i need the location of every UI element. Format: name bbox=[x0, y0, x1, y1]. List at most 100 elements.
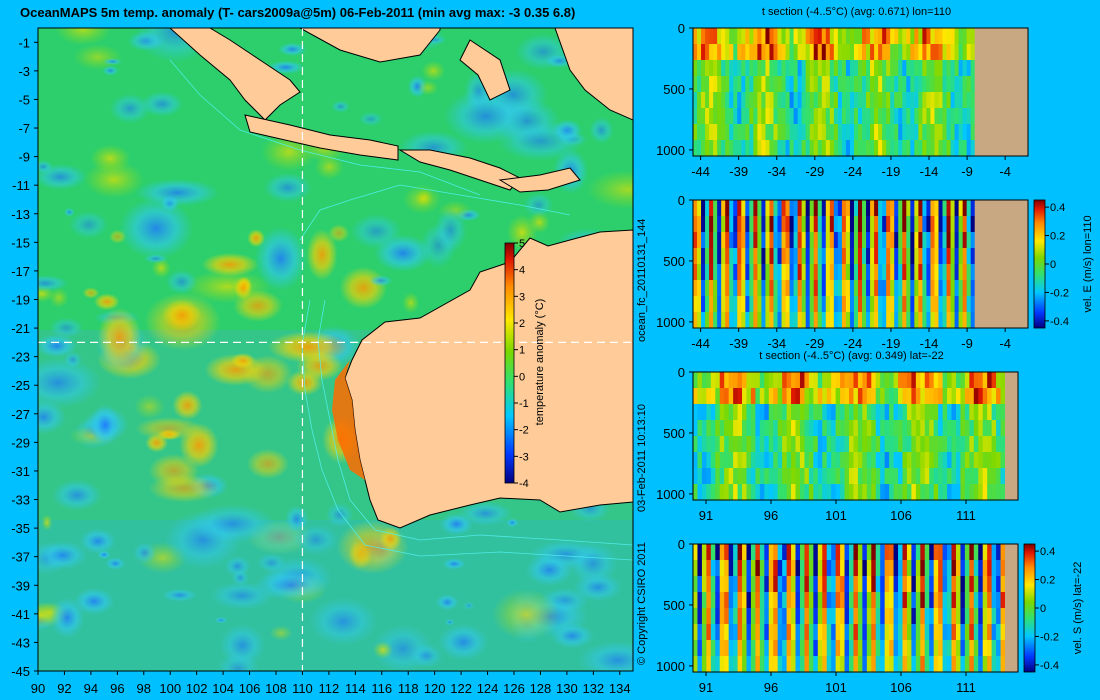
section-cell bbox=[737, 656, 743, 673]
section-cell bbox=[777, 216, 783, 233]
section-cell bbox=[845, 312, 851, 329]
section-cell bbox=[914, 92, 919, 109]
section-cell bbox=[715, 608, 721, 625]
section-cell bbox=[910, 108, 915, 125]
section-cell bbox=[906, 44, 911, 61]
section-cell bbox=[947, 436, 953, 453]
section-cell bbox=[840, 608, 846, 625]
section-cell bbox=[706, 640, 712, 657]
section-cell bbox=[835, 576, 841, 593]
section-cell bbox=[764, 468, 770, 485]
section-cell bbox=[768, 484, 774, 501]
section-cell bbox=[765, 312, 771, 329]
section-cell bbox=[862, 264, 867, 281]
section-cell bbox=[750, 468, 756, 485]
section-cell bbox=[849, 44, 855, 61]
section-cell bbox=[875, 592, 881, 609]
section-colorbar-tick-label: -0.2 bbox=[1040, 631, 1059, 643]
section-cell bbox=[886, 216, 891, 233]
section-cell bbox=[729, 92, 734, 109]
borneo-land bbox=[299, 28, 441, 63]
section-cell bbox=[930, 60, 936, 77]
section-cell bbox=[697, 656, 703, 673]
map-x-tick-label: 126 bbox=[503, 681, 525, 696]
section-cell bbox=[955, 372, 962, 389]
section-cell bbox=[889, 576, 895, 593]
section-cell bbox=[786, 544, 792, 561]
section-cell bbox=[809, 92, 815, 109]
section-cell bbox=[889, 372, 895, 389]
section-cell bbox=[840, 452, 846, 469]
section-cell bbox=[715, 404, 721, 421]
section-cell bbox=[773, 452, 779, 469]
section-cell bbox=[724, 452, 730, 469]
section-cell bbox=[797, 216, 803, 233]
section-cell bbox=[950, 232, 956, 249]
section-cell bbox=[750, 544, 756, 561]
section-cell bbox=[962, 264, 968, 281]
section-cell bbox=[742, 388, 748, 405]
section-cell bbox=[733, 44, 738, 61]
section-cell bbox=[817, 312, 823, 329]
section-cell bbox=[954, 124, 960, 141]
section-cell bbox=[746, 624, 752, 641]
section-cell bbox=[930, 248, 936, 265]
section-cell bbox=[978, 388, 984, 405]
section-cell bbox=[693, 44, 698, 61]
section-cell bbox=[942, 484, 948, 501]
section-cell bbox=[946, 248, 952, 265]
section-cell bbox=[759, 404, 765, 421]
section-cell bbox=[749, 44, 754, 61]
section-cell bbox=[733, 388, 739, 405]
section-cell bbox=[785, 140, 791, 157]
section-cell bbox=[934, 280, 940, 297]
section-cell bbox=[857, 216, 863, 233]
section-cell bbox=[1000, 404, 1006, 421]
section-cell bbox=[837, 296, 843, 313]
section-cell bbox=[926, 264, 932, 281]
section-cell bbox=[844, 404, 850, 421]
section-cell bbox=[773, 280, 779, 297]
section-cell bbox=[693, 124, 698, 141]
section-cell bbox=[960, 452, 966, 469]
section-cell bbox=[710, 544, 716, 561]
section-cell bbox=[733, 420, 739, 437]
section-cell bbox=[991, 484, 997, 501]
section-cell bbox=[795, 388, 801, 405]
section-cell bbox=[728, 624, 734, 641]
section-cell bbox=[755, 484, 761, 501]
map-x-tick-label: 110 bbox=[292, 681, 313, 696]
section-cell bbox=[837, 44, 843, 61]
section-cell bbox=[915, 468, 921, 485]
section-cell bbox=[958, 60, 964, 77]
section-cell bbox=[837, 140, 843, 157]
section-cell bbox=[822, 468, 828, 485]
section-cell bbox=[822, 640, 828, 657]
section-cell bbox=[822, 436, 828, 453]
section-cell bbox=[890, 312, 895, 329]
anomaly-blob bbox=[437, 623, 489, 661]
section-cell bbox=[871, 436, 877, 453]
section-cell bbox=[737, 264, 742, 281]
section-cell bbox=[835, 388, 841, 405]
section-cell bbox=[955, 624, 962, 641]
section-cell bbox=[728, 560, 734, 577]
section-cell bbox=[942, 560, 948, 577]
anomaly-blob bbox=[497, 121, 585, 161]
section-cell bbox=[933, 388, 939, 405]
section-cell bbox=[801, 312, 807, 329]
section-cell bbox=[880, 484, 886, 501]
anomaly-blob bbox=[103, 58, 123, 65]
section-cell bbox=[893, 640, 899, 657]
section-cell bbox=[870, 216, 875, 233]
anomaly-blob bbox=[369, 275, 393, 287]
section-cell bbox=[898, 140, 903, 157]
section-cell bbox=[882, 232, 887, 249]
section-cell bbox=[782, 420, 788, 437]
section-cell bbox=[906, 280, 911, 297]
section-cell bbox=[826, 452, 832, 469]
section-cell bbox=[817, 28, 823, 45]
section-cell bbox=[898, 656, 904, 673]
section-x-tick-label: -19 bbox=[882, 336, 901, 351]
section-cell bbox=[693, 420, 699, 437]
